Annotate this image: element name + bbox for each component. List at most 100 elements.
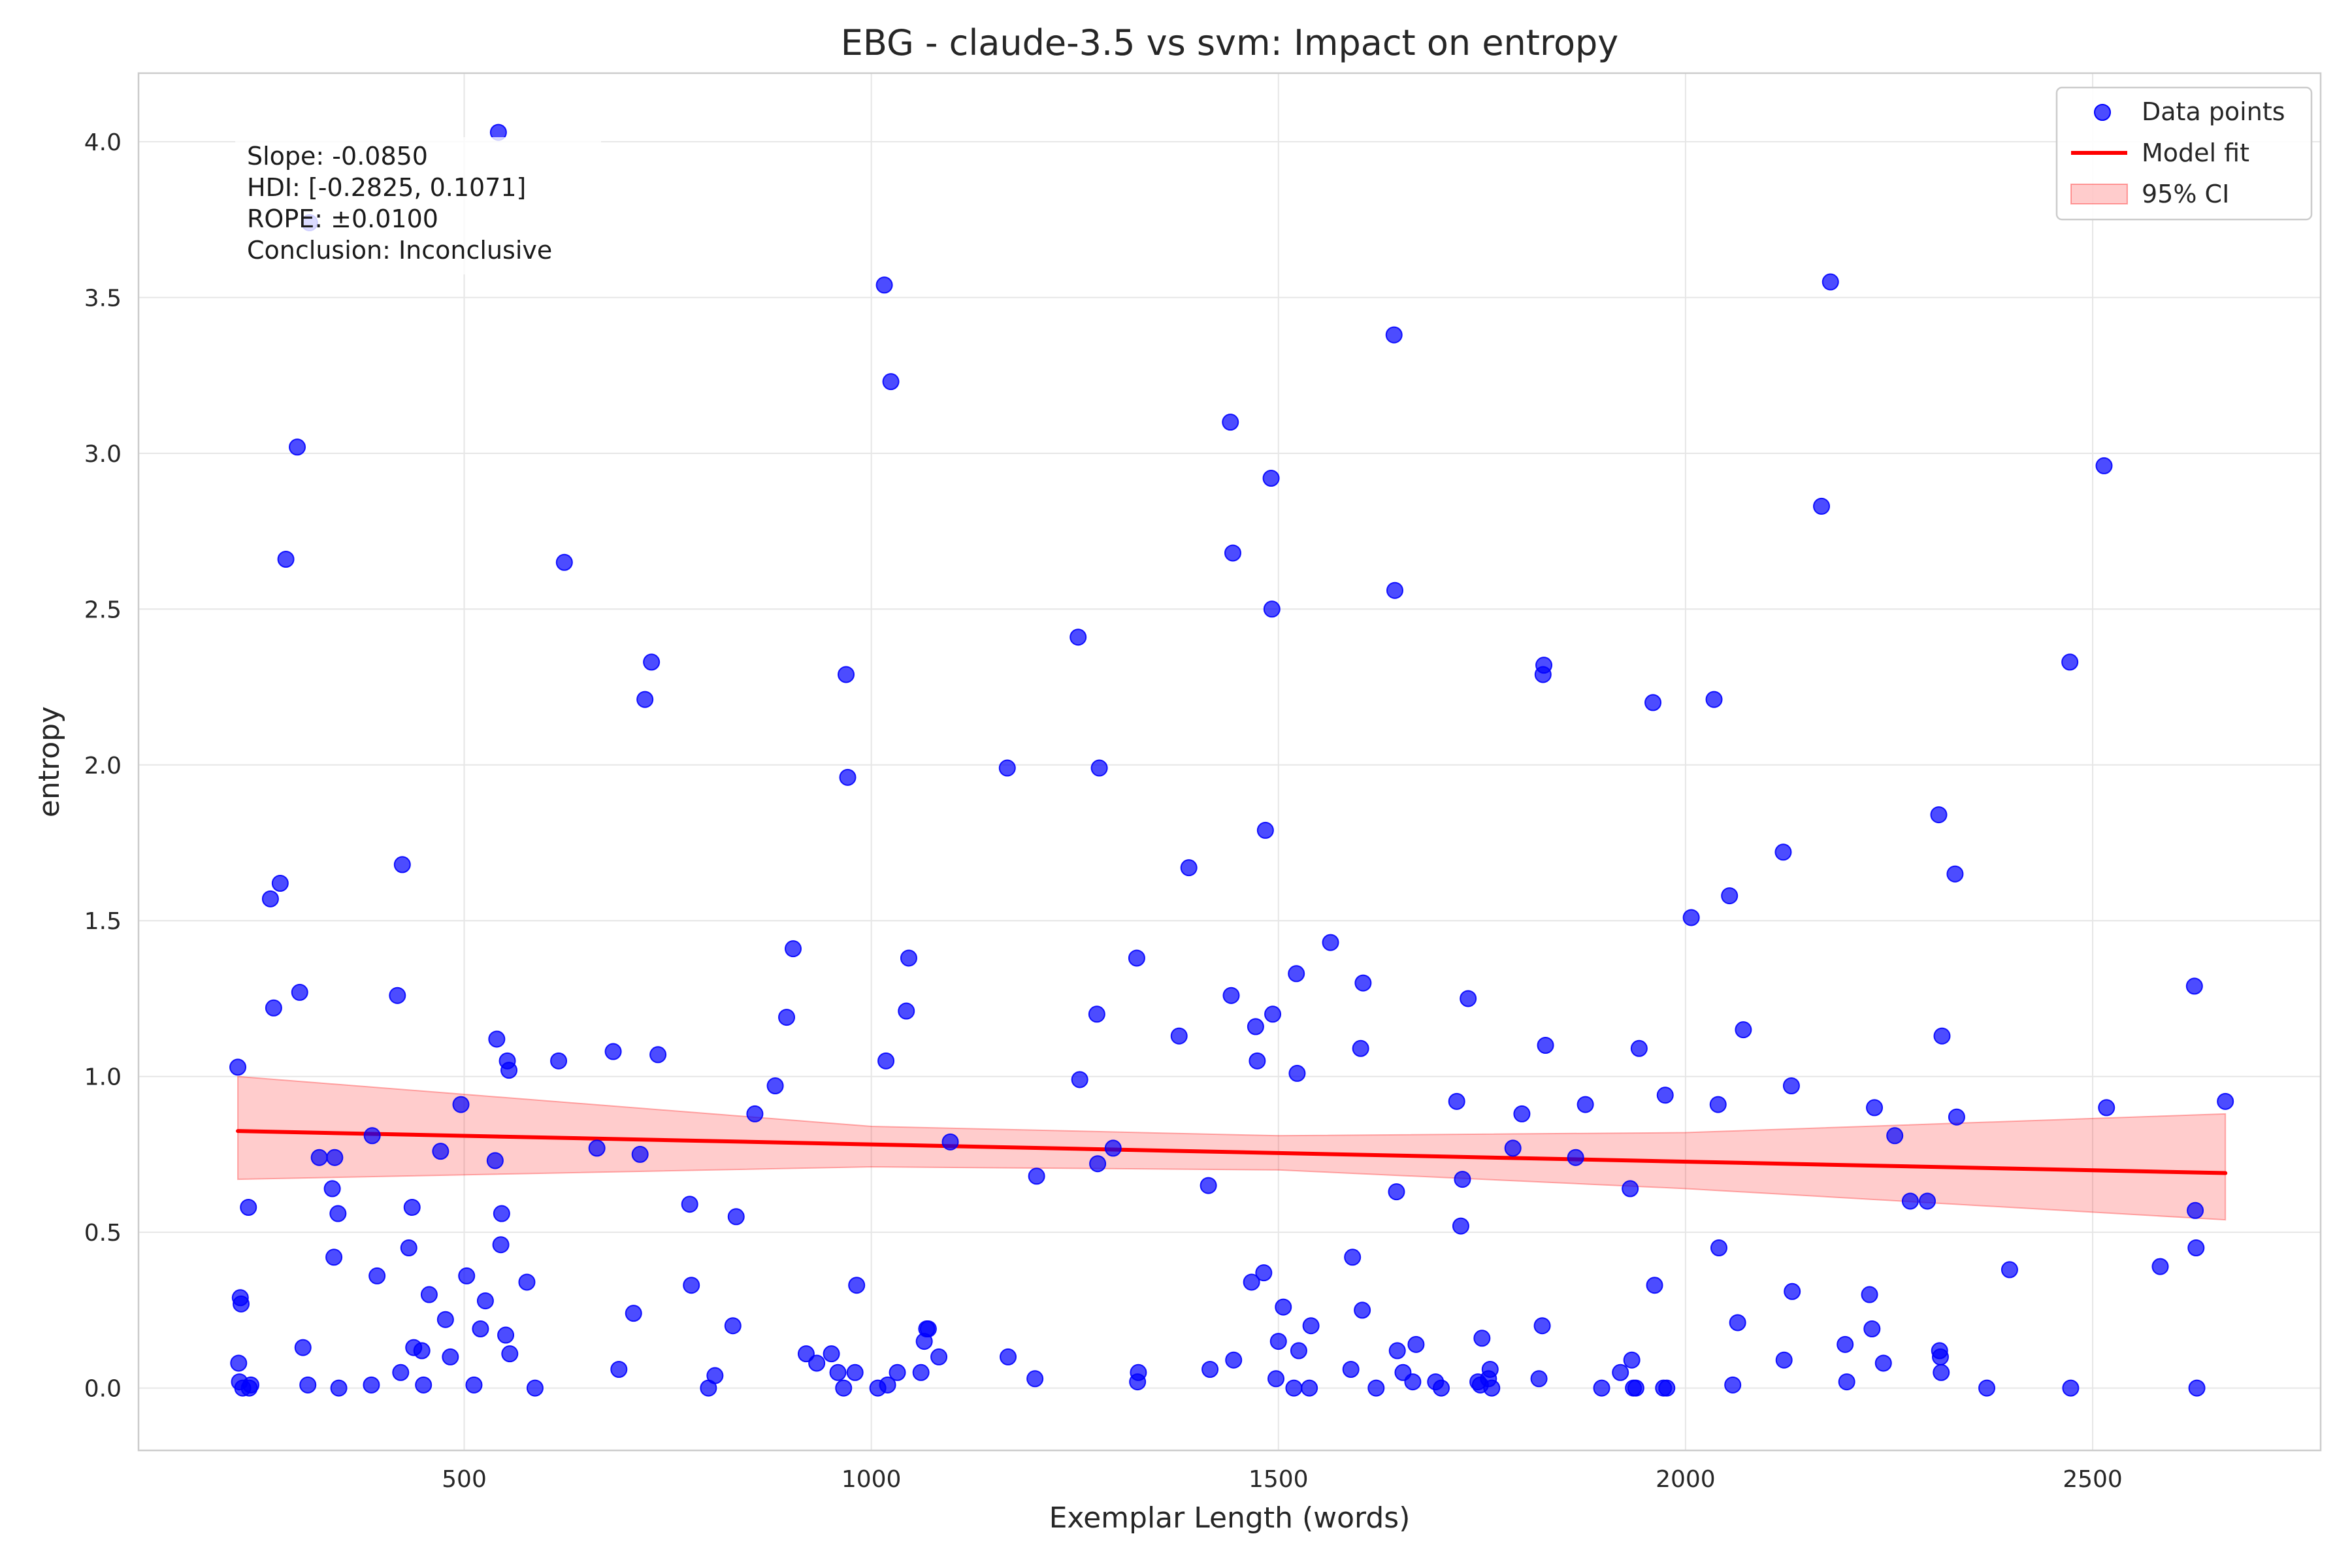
data-point bbox=[1473, 1330, 1491, 1347]
data-point bbox=[766, 1077, 784, 1094]
data-point bbox=[1290, 1342, 1307, 1360]
data-point bbox=[1567, 1149, 1584, 1166]
data-point bbox=[1269, 1333, 1287, 1350]
data-point bbox=[829, 1364, 847, 1381]
data-point bbox=[1367, 1379, 1385, 1397]
data-point bbox=[998, 759, 1016, 777]
data-point bbox=[1710, 1239, 1728, 1256]
data-point bbox=[1200, 1177, 1217, 1194]
data-point bbox=[1000, 1348, 1017, 1365]
data-point bbox=[2151, 1258, 2169, 1275]
data-point bbox=[400, 1239, 417, 1256]
data-point bbox=[1483, 1379, 1501, 1397]
data-point bbox=[526, 1379, 544, 1397]
x-tick-label: 500 bbox=[442, 1466, 487, 1493]
data-point bbox=[261, 890, 279, 907]
data-point bbox=[631, 1145, 649, 1163]
data-point bbox=[501, 1345, 519, 1363]
data-point bbox=[1874, 1354, 1892, 1372]
data-point bbox=[1385, 326, 1403, 344]
data-point bbox=[1774, 843, 1792, 861]
data-point bbox=[368, 1267, 386, 1284]
y-tick-label: 4.0 bbox=[84, 129, 122, 156]
data-point bbox=[1837, 1335, 1854, 1353]
data-point bbox=[1275, 1298, 1292, 1316]
data-point bbox=[1535, 657, 1553, 674]
data-point bbox=[889, 1364, 906, 1381]
data-point bbox=[1481, 1361, 1499, 1378]
legend: Data points Model fit 95% CI bbox=[2055, 86, 2313, 221]
plot-frame bbox=[137, 72, 2322, 1452]
data-point bbox=[392, 1364, 410, 1381]
data-point bbox=[2187, 1201, 2204, 1219]
data-point bbox=[1225, 1351, 1243, 1369]
data-point bbox=[1089, 1155, 1107, 1173]
data-point bbox=[1130, 1364, 1147, 1381]
data-point bbox=[604, 1043, 622, 1060]
data-point bbox=[500, 1062, 518, 1079]
data-point bbox=[1388, 1183, 1405, 1201]
data-point bbox=[486, 1152, 504, 1169]
data-point bbox=[271, 875, 289, 892]
data-point bbox=[1946, 865, 1964, 883]
data-point bbox=[1407, 1335, 1425, 1353]
data-point bbox=[1249, 1052, 1266, 1070]
data-point bbox=[230, 1354, 248, 1372]
data-point bbox=[898, 1002, 915, 1020]
data-point bbox=[1262, 470, 1280, 487]
y-tick-label: 3.0 bbox=[84, 441, 122, 468]
data-point bbox=[1593, 1379, 1610, 1397]
data-point bbox=[1090, 759, 1108, 777]
data-point bbox=[420, 1286, 438, 1303]
data-point bbox=[1775, 1351, 1793, 1369]
data-point bbox=[1886, 1127, 1904, 1145]
data-point bbox=[1352, 1039, 1369, 1057]
data-point bbox=[1656, 1086, 1674, 1104]
data-point bbox=[326, 1149, 344, 1166]
data-point bbox=[588, 1139, 606, 1157]
y-axis-ticks: 0.0 0.5 1.0 1.5 2.0 2.5 3.0 3.5 4.0 bbox=[84, 129, 122, 1403]
data-point bbox=[2061, 653, 2079, 671]
chart-title: EBG - claude-3.5 vs svm: Impact on entro… bbox=[841, 22, 1618, 63]
data-point bbox=[1978, 1379, 1996, 1397]
data-point bbox=[1861, 1286, 1878, 1303]
data-point bbox=[1454, 1171, 1471, 1188]
data-point bbox=[550, 1052, 568, 1070]
data-point bbox=[1709, 1096, 1727, 1113]
data-point bbox=[941, 1133, 959, 1151]
data-point bbox=[330, 1379, 348, 1397]
data-point bbox=[1622, 1180, 1639, 1198]
data-point bbox=[879, 1376, 896, 1394]
data-point bbox=[1644, 694, 1662, 711]
data-point bbox=[1288, 1064, 1306, 1082]
data-point bbox=[1460, 990, 1477, 1007]
data-point bbox=[838, 666, 855, 683]
data-point bbox=[1930, 806, 1948, 824]
data-point bbox=[1256, 821, 1274, 839]
data-point bbox=[1433, 1379, 1450, 1397]
plot-area bbox=[137, 72, 2322, 1452]
data-point bbox=[488, 1030, 506, 1048]
y-tick-label: 0.0 bbox=[84, 1376, 122, 1403]
data-point bbox=[1263, 600, 1281, 618]
data-point bbox=[1931, 1348, 1949, 1365]
data-point bbox=[413, 1342, 431, 1360]
data-point bbox=[808, 1354, 826, 1372]
data-point bbox=[2095, 457, 2113, 474]
data-point bbox=[1513, 1105, 1531, 1122]
data-point bbox=[1658, 1379, 1676, 1397]
data-point bbox=[1504, 1139, 1522, 1157]
data-point bbox=[683, 1277, 700, 1294]
data-point bbox=[1222, 987, 1240, 1004]
data-point bbox=[1354, 1301, 1371, 1319]
y-axis-title: entropy bbox=[33, 706, 66, 817]
data-point bbox=[2001, 1261, 2018, 1279]
x-tick-label: 2500 bbox=[2063, 1466, 2123, 1493]
data-point bbox=[277, 551, 295, 568]
data-points bbox=[229, 123, 2234, 1397]
data-point bbox=[1255, 1264, 1273, 1282]
x-tick-label: 2000 bbox=[1656, 1466, 1716, 1493]
x-tick-label: 1500 bbox=[1249, 1466, 1309, 1493]
data-point bbox=[291, 983, 308, 1001]
data-point bbox=[229, 1058, 247, 1076]
